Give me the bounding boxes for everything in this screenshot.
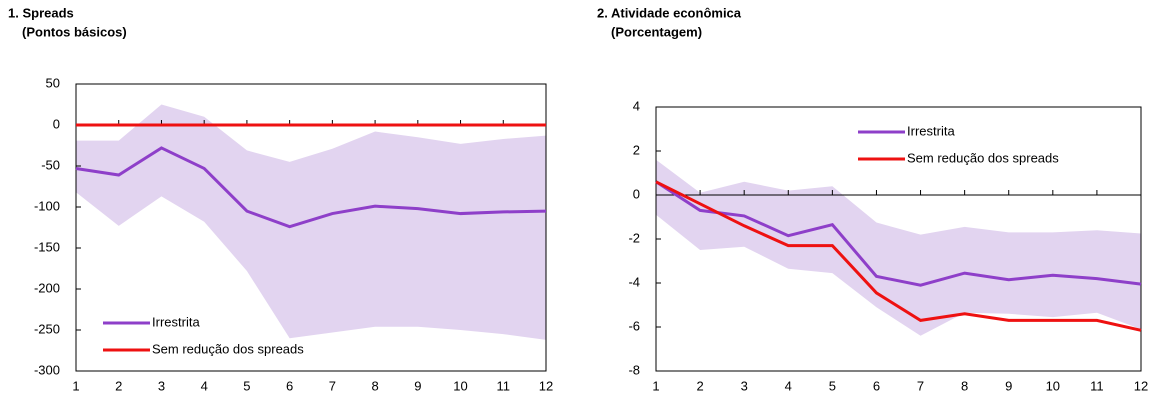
x-tick-label: 10 — [453, 378, 467, 393]
x-tick-label: 9 — [414, 378, 421, 393]
x-tick-label: 2 — [115, 378, 122, 393]
x-tick-label: 8 — [961, 378, 968, 393]
y-tick-label: -100 — [34, 198, 60, 213]
x-tick-label: 11 — [497, 378, 511, 393]
confidence-band — [76, 104, 546, 340]
legend-label: Sem redução dos spreads — [907, 150, 1059, 165]
x-tick-label: 8 — [371, 378, 378, 393]
x-tick-label: 12 — [1134, 378, 1148, 393]
y-tick-label: -200 — [34, 280, 60, 295]
y-tick-label: 50 — [46, 75, 60, 90]
y-tick-label: -6 — [628, 318, 640, 333]
x-tick-label: 9 — [1005, 378, 1012, 393]
x-tick-label: 6 — [286, 378, 293, 393]
y-tick-label: -300 — [34, 362, 60, 377]
x-tick-label: 5 — [829, 378, 836, 393]
y-tick-label: 0 — [53, 116, 60, 131]
x-tick-label: 3 — [741, 378, 748, 393]
x-tick-label: 6 — [873, 378, 880, 393]
legend-label: Sem redução dos spreads — [152, 341, 304, 356]
x-tick-label: 1 — [652, 378, 659, 393]
x-tick-label: 4 — [201, 378, 208, 393]
y-tick-label: -8 — [628, 362, 640, 377]
y-tick-label: 0 — [633, 186, 640, 201]
x-tick-label: 1 — [72, 378, 79, 393]
legend-label: Irrestrita — [907, 123, 955, 138]
x-tick-label: 2 — [696, 378, 703, 393]
chart-title: 1. Spreads — [8, 5, 74, 20]
x-tick-label: 12 — [539, 378, 553, 393]
series-line — [75, 146, 547, 229]
y-tick-label: 2 — [633, 142, 640, 157]
chart-subtitle: (Pontos básicos) — [22, 24, 127, 39]
confidence-band — [656, 159, 1141, 336]
legend-label: Irrestrita — [152, 314, 200, 329]
chart-title: 2. Atividade econômica — [597, 5, 742, 20]
y-tick-label: -2 — [628, 230, 640, 245]
x-tick-label: 3 — [158, 378, 165, 393]
chart-subtitle: (Porcentagem) — [611, 24, 702, 39]
series-line — [655, 180, 1142, 332]
x-tick-label: 11 — [1090, 378, 1104, 393]
x-tick-label: 5 — [243, 378, 250, 393]
plot-frame — [75, 83, 547, 372]
x-tick-label: 7 — [917, 378, 924, 393]
x-tick-label: 7 — [329, 378, 336, 393]
y-tick-label: -250 — [34, 321, 60, 336]
y-tick-label: 4 — [633, 98, 640, 113]
series-line — [655, 180, 1142, 287]
y-tick-label: -150 — [34, 239, 60, 254]
x-tick-label: 4 — [785, 378, 792, 393]
y-tick-label: -4 — [628, 274, 640, 289]
x-tick-label: 10 — [1046, 378, 1060, 393]
y-tick-label: -50 — [41, 157, 60, 172]
